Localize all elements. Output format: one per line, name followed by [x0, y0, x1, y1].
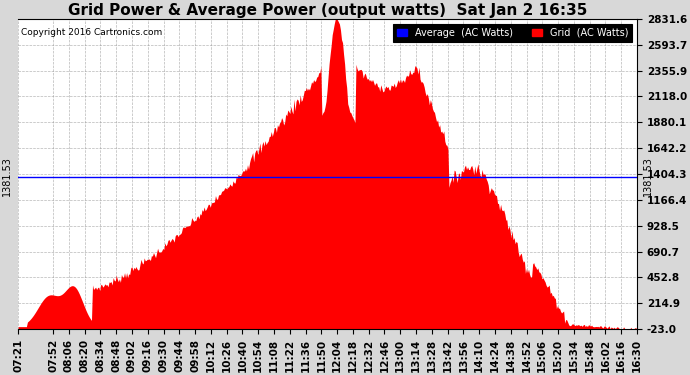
Text: 1381.53: 1381.53 [643, 157, 653, 196]
Legend: Average  (AC Watts), Grid  (AC Watts): Average (AC Watts), Grid (AC Watts) [393, 24, 632, 42]
Title: Grid Power & Average Power (output watts)  Sat Jan 2 16:35: Grid Power & Average Power (output watts… [68, 3, 587, 18]
Text: Copyright 2016 Cartronics.com: Copyright 2016 Cartronics.com [21, 28, 162, 37]
Text: 1381.53: 1381.53 [2, 157, 12, 196]
